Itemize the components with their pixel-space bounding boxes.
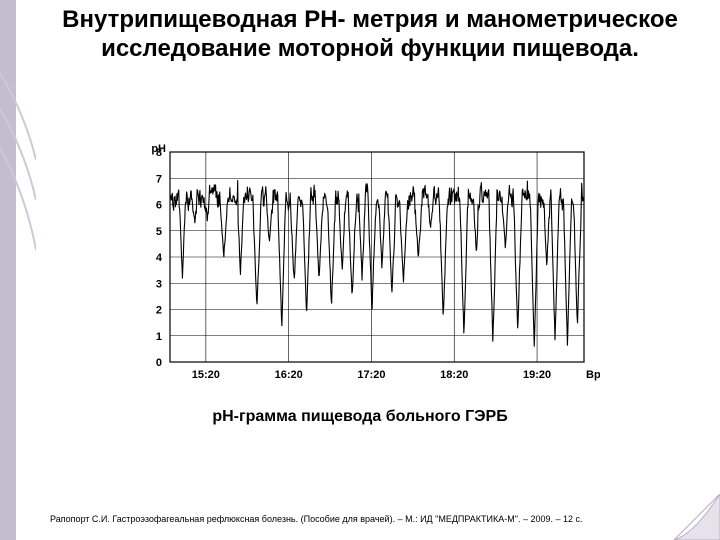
- svg-text:19:20: 19:20: [523, 369, 551, 381]
- svg-text:0: 0: [156, 357, 162, 369]
- slide-title: Внутрипищеводная РН- метрия и манометрич…: [60, 6, 680, 64]
- svg-text:7: 7: [156, 173, 162, 185]
- svg-text:18:20: 18:20: [440, 369, 468, 381]
- svg-text:17:20: 17:20: [357, 369, 385, 381]
- slide: Внутрипищеводная РН- метрия и манометрич…: [0, 0, 720, 540]
- side-decoration: [0, 0, 36, 540]
- page-curl-icon: [674, 494, 720, 540]
- chart-svg: 01234567815:2016:2017:2018:2019:20pHВрем…: [130, 142, 600, 382]
- chart-caption: рН-грамма пищевода больного ГЭРБ: [0, 408, 720, 426]
- svg-text:15:20: 15:20: [192, 369, 220, 381]
- svg-text:Время: Время: [586, 369, 600, 381]
- svg-text:4: 4: [156, 252, 163, 264]
- svg-text:5: 5: [156, 226, 162, 238]
- svg-text:2: 2: [156, 305, 162, 317]
- svg-text:3: 3: [156, 278, 162, 290]
- svg-text:6: 6: [156, 200, 162, 212]
- svg-text:1: 1: [156, 331, 162, 343]
- ph-chart: 01234567815:2016:2017:2018:2019:20pHВрем…: [130, 142, 600, 382]
- svg-text:pH: pH: [151, 143, 166, 155]
- citation: Рапопорт С.И. Гастроэзофагеальная рефлюк…: [50, 514, 710, 524]
- svg-text:16:20: 16:20: [275, 369, 303, 381]
